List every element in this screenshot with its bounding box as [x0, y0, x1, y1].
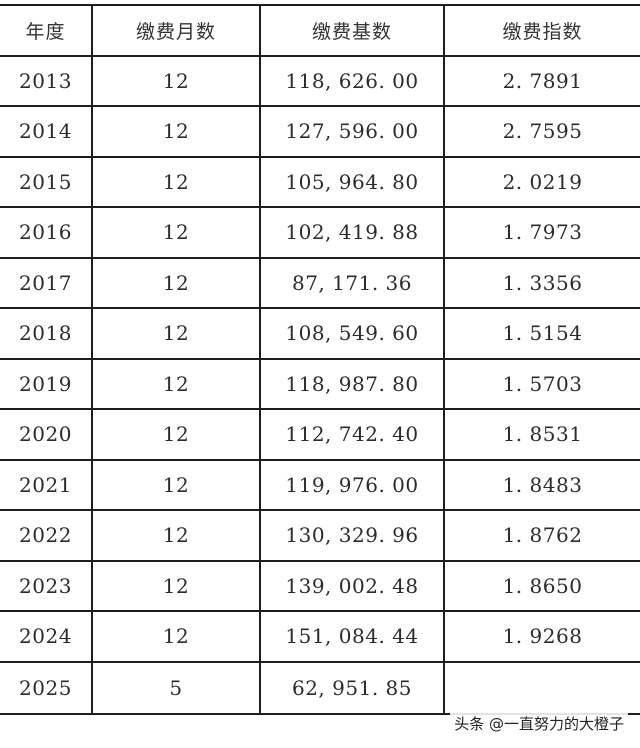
base-cell: 130, 329. 96 [259, 509, 445, 562]
base-cell: 112, 742. 40 [259, 408, 445, 461]
table-row: 2022 12 130, 329. 96 1. 8762 [0, 509, 640, 562]
year-cell: 2018 [0, 307, 93, 360]
base-cell: 127, 596. 00 [259, 105, 445, 158]
months-cell: 12 [91, 307, 261, 360]
months-cell: 12 [91, 105, 261, 158]
contribution-table: 年度 缴费月数 缴费基数 缴费指数 2013 12 118, 626. 00 2. 7… [0, 4, 640, 715]
header-index: 缴费指数 [443, 4, 640, 57]
table-row: 2021 12 119, 976. 00 1. 8483 [0, 458, 640, 511]
months-cell: 12 [91, 509, 261, 562]
index-cell: 1. 5154 [443, 307, 640, 360]
index-cell: 2. 7891 [443, 54, 640, 107]
index-cell: 1. 5703 [443, 357, 640, 410]
months-cell: 12 [91, 408, 261, 461]
index-cell: 1. 3356 [443, 256, 640, 309]
watermark: 头条 @一直努力的大橙子 [450, 712, 628, 735]
base-cell: 62, 951. 85 [259, 660, 445, 715]
table-row: 2025 5 62, 951. 85 [0, 660, 640, 715]
months-cell: 12 [91, 559, 261, 612]
base-cell: 118, 626. 00 [259, 54, 445, 107]
table-row: 2015 12 105, 964. 80 2. 0219 [0, 155, 640, 208]
index-cell: 2. 7595 [443, 105, 640, 158]
base-cell: 119, 976. 00 [259, 458, 445, 511]
year-cell: 2013 [0, 54, 93, 107]
base-cell: 118, 987. 80 [259, 357, 445, 410]
year-cell: 2016 [0, 206, 93, 259]
table-row: 2014 12 127, 596. 00 2. 7595 [0, 105, 640, 158]
year-cell: 2020 [0, 408, 93, 461]
year-cell: 2023 [0, 559, 93, 612]
table-row: 2013 12 118, 626. 00 2. 7891 [0, 54, 640, 107]
table-row: 2019 12 118, 987. 80 1. 5703 [0, 357, 640, 410]
months-cell: 12 [91, 206, 261, 259]
year-cell: 2014 [0, 105, 93, 158]
index-cell: 1. 7973 [443, 206, 640, 259]
months-cell: 12 [91, 458, 261, 511]
header-months: 缴费月数 [91, 4, 261, 57]
table-row: 2017 12 87, 171. 36 1. 3356 [0, 256, 640, 309]
months-cell: 12 [91, 54, 261, 107]
base-cell: 108, 549. 60 [259, 307, 445, 360]
table-row: 2020 12 112, 742. 40 1. 8531 [0, 408, 640, 461]
year-cell: 2024 [0, 610, 93, 663]
index-cell: 1. 8650 [443, 559, 640, 612]
index-cell: 1. 8762 [443, 509, 640, 562]
table-row: 2024 12 151, 084. 44 1. 9268 [0, 610, 640, 663]
base-cell: 105, 964. 80 [259, 155, 445, 208]
year-cell: 2015 [0, 155, 93, 208]
table-row: 2018 12 108, 549. 60 1. 5154 [0, 307, 640, 360]
index-cell [443, 660, 640, 715]
year-cell: 2022 [0, 509, 93, 562]
header-base: 缴费基数 [259, 4, 445, 57]
year-cell: 2019 [0, 357, 93, 410]
months-cell: 5 [91, 660, 261, 715]
header-year: 年度 [0, 4, 93, 57]
base-cell: 151, 084. 44 [259, 610, 445, 663]
base-cell: 139, 002. 48 [259, 559, 445, 612]
months-cell: 12 [91, 610, 261, 663]
months-cell: 12 [91, 155, 261, 208]
base-cell: 102, 419. 88 [259, 206, 445, 259]
year-cell: 2025 [0, 660, 93, 715]
index-cell: 2. 0219 [443, 155, 640, 208]
index-cell: 1. 8483 [443, 458, 640, 511]
base-cell: 87, 171. 36 [259, 256, 445, 309]
index-cell: 1. 8531 [443, 408, 640, 461]
table-header-row: 年度 缴费月数 缴费基数 缴费指数 [0, 4, 640, 57]
table-row: 2023 12 139, 002. 48 1. 8650 [0, 559, 640, 612]
year-cell: 2021 [0, 458, 93, 511]
year-cell: 2017 [0, 256, 93, 309]
table-row: 2016 12 102, 419. 88 1. 7973 [0, 206, 640, 259]
months-cell: 12 [91, 357, 261, 410]
index-cell: 1. 9268 [443, 610, 640, 663]
months-cell: 12 [91, 256, 261, 309]
